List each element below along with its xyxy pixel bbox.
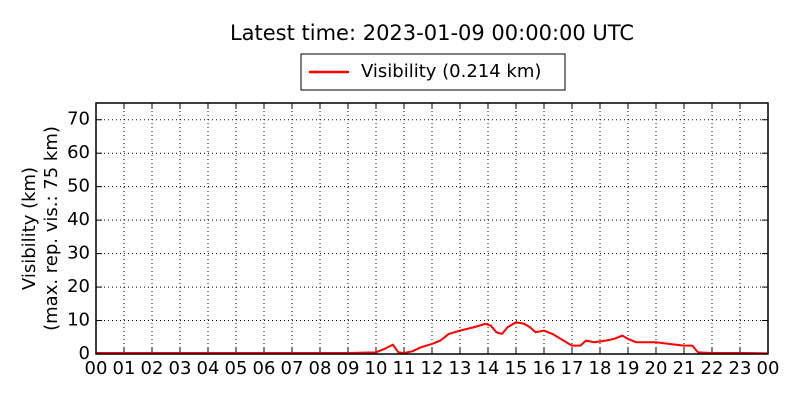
x-tick-label: 20 bbox=[645, 358, 668, 379]
y-tick-label: 40 bbox=[67, 209, 90, 230]
x-tick-label: 12 bbox=[421, 358, 444, 379]
y-tick-label: 20 bbox=[67, 276, 90, 297]
y-axis-label: (max. rep. vis.: 75 km) bbox=[41, 126, 62, 331]
x-tick-label: 03 bbox=[169, 358, 192, 379]
x-tick-label: 05 bbox=[225, 358, 248, 379]
x-tick-label: 09 bbox=[337, 358, 360, 379]
x-tick-label: 23 bbox=[729, 358, 752, 379]
x-tick-label: 13 bbox=[449, 358, 472, 379]
x-tick-label: 02 bbox=[141, 358, 164, 379]
x-tick-label: 01 bbox=[113, 358, 136, 379]
x-tick-label: 08 bbox=[309, 358, 332, 379]
plot-frame bbox=[95, 102, 769, 355]
legend-label: Visibility (0.214 km) bbox=[361, 61, 541, 82]
y-axis-label: Visibility (km) bbox=[19, 167, 40, 290]
y-tick-label: 10 bbox=[67, 310, 90, 331]
x-tick-label: 14 bbox=[477, 358, 500, 379]
x-tick-label: 18 bbox=[589, 358, 612, 379]
x-tick-label: 15 bbox=[505, 358, 528, 379]
x-tick-label: 16 bbox=[533, 358, 556, 379]
x-tick-label: 22 bbox=[701, 358, 724, 379]
series-line bbox=[96, 321, 769, 355]
chart-title: Latest time: 2023-01-09 00:00:00 UTC bbox=[230, 21, 634, 45]
x-tick-label: 21 bbox=[673, 358, 696, 379]
x-tick-label: 06 bbox=[253, 358, 276, 379]
legend-box bbox=[300, 53, 566, 91]
x-tick-label: 11 bbox=[393, 358, 416, 379]
y-tick-label: 60 bbox=[67, 142, 90, 163]
y-tick-label: 30 bbox=[67, 243, 90, 264]
x-tick-label: 04 bbox=[197, 358, 220, 379]
y-tick-label: 0 bbox=[79, 343, 90, 364]
y-tick-label: 70 bbox=[67, 109, 90, 130]
x-tick-label: 00 bbox=[757, 358, 780, 379]
x-tick-label: 17 bbox=[561, 358, 584, 379]
x-tick-label: 19 bbox=[617, 358, 640, 379]
y-tick-label: 50 bbox=[67, 176, 90, 197]
x-tick-label: 10 bbox=[365, 358, 388, 379]
x-tick-label: 00 bbox=[85, 358, 108, 379]
x-tick-label: 07 bbox=[281, 358, 304, 379]
